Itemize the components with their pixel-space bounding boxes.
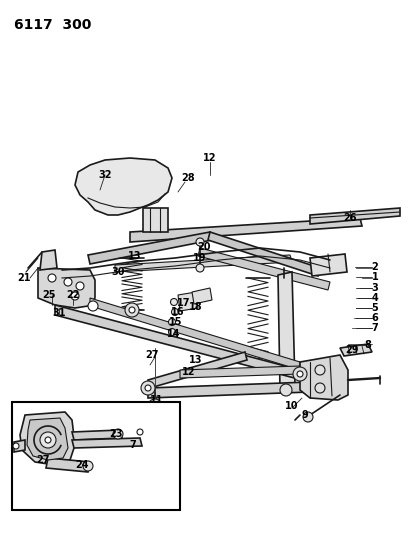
Text: 12: 12 — [203, 153, 217, 163]
Text: 23: 23 — [109, 429, 123, 439]
Text: 19: 19 — [193, 253, 207, 263]
Circle shape — [88, 301, 98, 311]
Text: 31: 31 — [52, 308, 66, 318]
Circle shape — [13, 443, 19, 449]
Circle shape — [83, 461, 93, 471]
Circle shape — [141, 381, 155, 395]
Circle shape — [303, 412, 313, 422]
Polygon shape — [130, 218, 362, 242]
Circle shape — [169, 319, 175, 326]
Circle shape — [315, 383, 325, 393]
Text: 13: 13 — [189, 355, 203, 365]
Text: 11: 11 — [150, 395, 164, 405]
Text: 27: 27 — [36, 455, 50, 465]
Circle shape — [171, 298, 177, 305]
Circle shape — [40, 432, 56, 448]
Circle shape — [293, 367, 307, 381]
Polygon shape — [55, 305, 302, 380]
Text: 12: 12 — [182, 367, 196, 377]
Text: 29: 29 — [345, 345, 359, 355]
Polygon shape — [115, 255, 292, 272]
Polygon shape — [72, 438, 142, 448]
Polygon shape — [198, 248, 330, 290]
Polygon shape — [72, 430, 122, 440]
Text: 18: 18 — [189, 302, 203, 312]
Text: 1: 1 — [372, 272, 378, 282]
Polygon shape — [192, 288, 212, 304]
Text: 8: 8 — [365, 340, 371, 350]
Circle shape — [64, 278, 72, 286]
Polygon shape — [88, 232, 212, 264]
Text: 10: 10 — [285, 401, 299, 411]
Text: 6: 6 — [372, 313, 378, 323]
Circle shape — [169, 328, 175, 335]
Text: 26: 26 — [343, 213, 357, 223]
Bar — [12, 402, 180, 510]
Polygon shape — [300, 355, 348, 400]
Text: 16: 16 — [171, 307, 185, 317]
Text: 24: 24 — [75, 460, 89, 470]
Polygon shape — [75, 158, 172, 215]
Circle shape — [196, 264, 204, 272]
Circle shape — [71, 292, 79, 300]
Polygon shape — [143, 208, 168, 232]
Text: 32: 32 — [98, 170, 112, 180]
Circle shape — [113, 429, 123, 439]
Circle shape — [315, 365, 325, 375]
Polygon shape — [148, 352, 247, 388]
Polygon shape — [278, 272, 295, 390]
Text: 4: 4 — [372, 293, 378, 303]
Circle shape — [45, 437, 51, 443]
Circle shape — [129, 307, 135, 313]
Text: 28: 28 — [181, 173, 195, 183]
Polygon shape — [340, 344, 372, 356]
Polygon shape — [20, 412, 75, 465]
Text: 5: 5 — [372, 303, 378, 313]
Polygon shape — [38, 268, 95, 308]
Text: 17: 17 — [177, 298, 191, 308]
Circle shape — [151, 402, 158, 409]
Text: 13: 13 — [128, 251, 142, 261]
Circle shape — [196, 238, 204, 246]
Circle shape — [297, 371, 303, 377]
Polygon shape — [310, 254, 347, 276]
Polygon shape — [90, 298, 300, 370]
Polygon shape — [148, 382, 310, 398]
Circle shape — [280, 384, 292, 396]
Text: 2: 2 — [372, 262, 378, 272]
Polygon shape — [178, 292, 198, 311]
Text: 27: 27 — [145, 350, 159, 360]
Text: 14: 14 — [167, 329, 181, 339]
Circle shape — [137, 429, 143, 435]
Polygon shape — [27, 418, 68, 460]
Circle shape — [171, 309, 179, 316]
Text: 15: 15 — [169, 317, 183, 327]
Text: 9: 9 — [302, 410, 308, 420]
Text: 7: 7 — [130, 440, 136, 450]
Circle shape — [145, 385, 151, 391]
Circle shape — [125, 303, 139, 317]
Text: 20: 20 — [197, 242, 211, 252]
Text: 3: 3 — [372, 283, 378, 293]
Circle shape — [76, 282, 84, 290]
Polygon shape — [310, 208, 400, 224]
Polygon shape — [180, 366, 300, 378]
Polygon shape — [14, 440, 25, 452]
Polygon shape — [208, 232, 320, 276]
Text: 25: 25 — [42, 290, 56, 300]
Text: 22: 22 — [66, 290, 80, 300]
Circle shape — [148, 399, 162, 413]
Text: 7: 7 — [372, 323, 378, 333]
Polygon shape — [46, 458, 90, 472]
Polygon shape — [40, 250, 57, 270]
Text: 30: 30 — [111, 267, 125, 277]
Circle shape — [48, 274, 56, 282]
Text: 21: 21 — [17, 273, 31, 283]
Text: 6117  300: 6117 300 — [14, 18, 91, 32]
